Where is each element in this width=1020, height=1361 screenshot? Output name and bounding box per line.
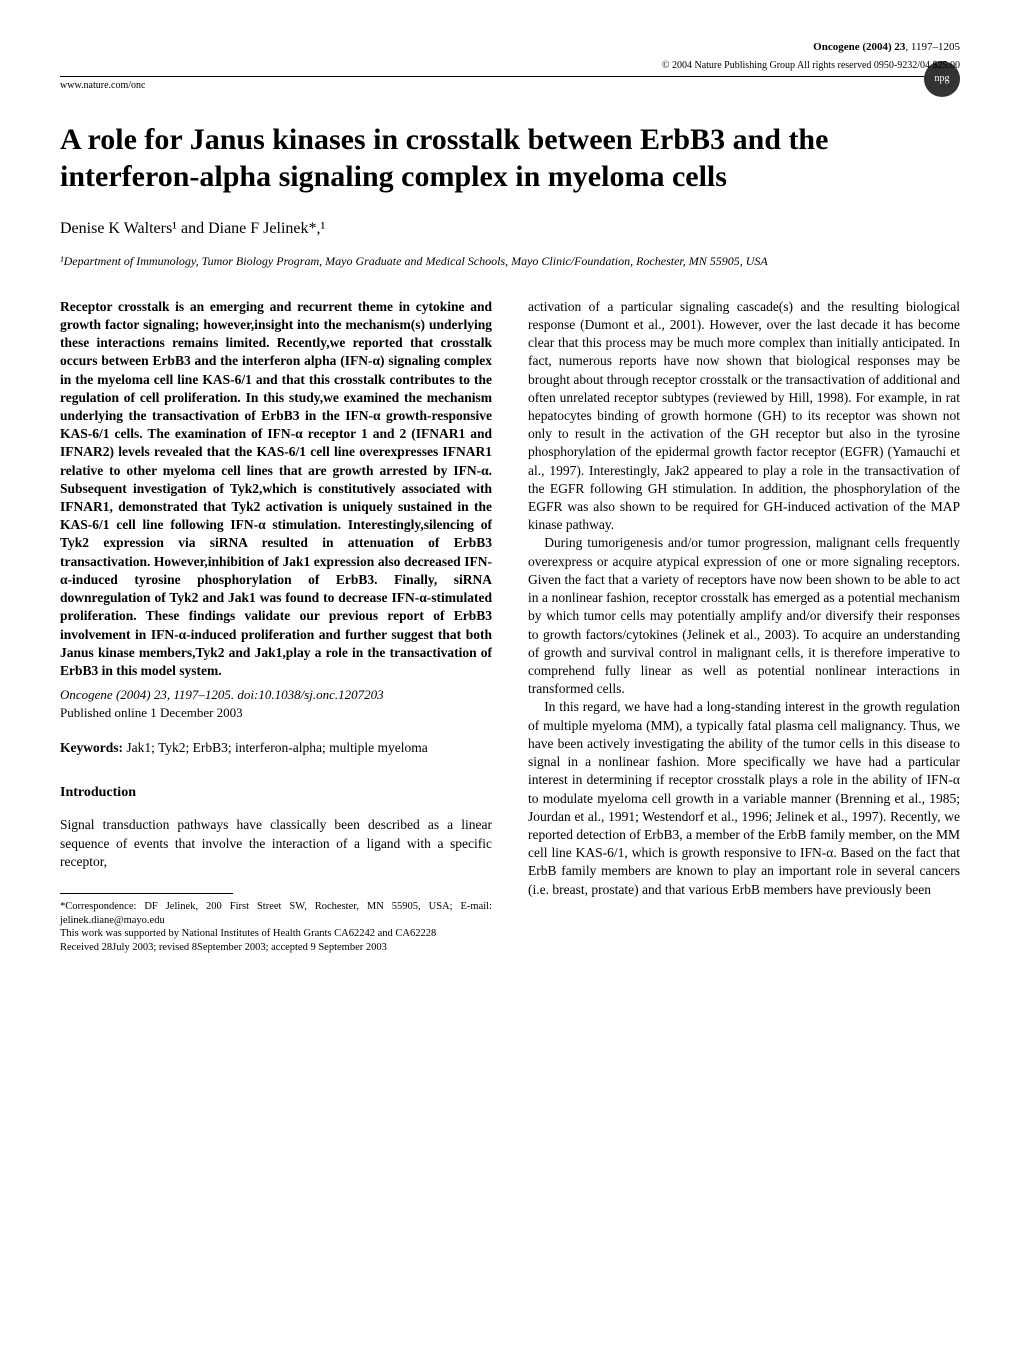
two-column-layout: Receptor crosstalk is an emerging and re… <box>60 298 960 955</box>
right-column: activation of a particular signaling cas… <box>528 298 960 955</box>
body-paragraph-3: In this regard, we have had a long-stand… <box>528 698 960 898</box>
left-column: Receptor crosstalk is an emerging and re… <box>60 298 492 955</box>
affiliation: ¹Department of Immunology, Tumor Biology… <box>60 253 960 269</box>
funding-footnote: This work was supported by National Inst… <box>60 927 492 941</box>
intro-paragraph-left: Signal transduction pathways have classi… <box>60 816 492 871</box>
footnote-divider <box>60 893 233 894</box>
received-footnote: Received 28July 2003; revised 8September… <box>60 941 492 955</box>
keywords-block: Keywords: Jak1; Tyk2; ErbB3; interferon-… <box>60 739 492 757</box>
journal-header: Oncogene (2004) 23, 1197–1205 <box>60 40 960 55</box>
keywords-label: Keywords: <box>60 740 123 755</box>
body-paragraph-1: activation of a particular signaling cas… <box>528 298 960 535</box>
header-divider <box>60 76 960 77</box>
body-paragraph-2: During tumorigenesis and/or tumor progre… <box>528 534 960 698</box>
abstract-text: Receptor crosstalk is an emerging and re… <box>60 298 492 681</box>
article-title: A role for Janus kinases in crosstalk be… <box>60 121 960 196</box>
journal-name: Oncogene (2004) 23 <box>813 41 905 53</box>
copyright-line: © 2004 Nature Publishing Group All right… <box>60 59 960 73</box>
citation-line: Oncogene (2004) 23, 1197–1205. doi:10.10… <box>60 686 492 704</box>
keywords-list: Jak1; Tyk2; ErbB3; interferon-alpha; mul… <box>126 740 427 755</box>
published-date: Published online 1 December 2003 <box>60 704 492 722</box>
journal-url: www.nature.com/onc <box>60 79 960 93</box>
introduction-heading: Introduction <box>60 784 492 803</box>
citation-text: Oncogene (2004) 23, 1197–1205. doi:10.10… <box>60 687 384 702</box>
author-list: Denise K Walters¹ and Diane F Jelinek*,¹ <box>60 218 960 240</box>
correspondence-footnote: *Correspondence: DF Jelinek, 200 First S… <box>60 900 492 927</box>
page-range: 1197–1205 <box>911 41 960 53</box>
